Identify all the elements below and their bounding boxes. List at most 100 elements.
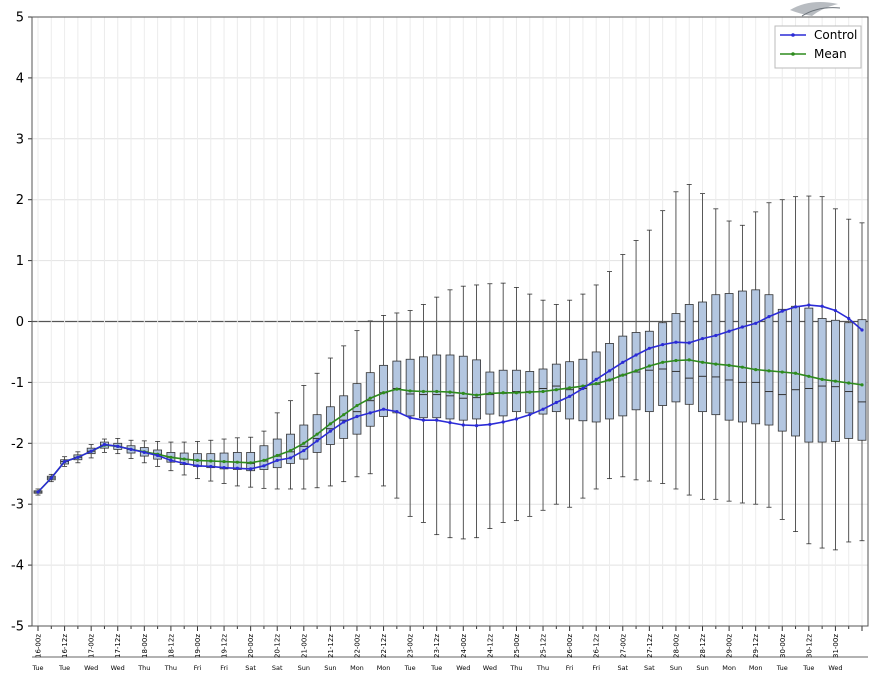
box <box>671 313 681 403</box>
box <box>392 360 402 414</box>
box-plot <box>339 345 349 483</box>
x-tick-label: 21-12z <box>327 634 335 658</box>
box <box>644 330 654 413</box>
day-label: Fri <box>194 664 202 672</box>
legend-label-control: Control <box>814 28 857 42</box>
legend-marker-control <box>791 33 795 37</box>
x-tick-label: 29-12z <box>752 634 760 658</box>
series-point-mean <box>714 362 718 366</box>
box <box>325 406 335 445</box>
y-tick-label: -4 <box>11 559 24 574</box>
series-point-mean <box>461 391 465 395</box>
day-label: Tue <box>430 664 442 672</box>
box-plot <box>698 193 707 500</box>
x-tick-label: 31-00z <box>832 634 840 658</box>
x-tick-label: 16-12z <box>61 634 69 658</box>
series-point-mean <box>793 371 798 375</box>
x-tick-label: 25-00z <box>513 634 521 658</box>
series-point-control <box>249 467 253 471</box>
y-tick-label: 4 <box>16 71 24 86</box>
y-tick-label: -3 <box>11 498 24 513</box>
y-tick-label: -5 <box>11 620 24 635</box>
series-point-control <box>634 353 638 357</box>
series-point-control <box>116 444 120 448</box>
series-point-mean <box>860 383 864 387</box>
series-point-control <box>448 420 452 425</box>
box <box>711 294 721 416</box>
series-point-mean <box>222 459 226 464</box>
x-tick-label: 18-00z <box>141 634 149 658</box>
day-label: Fri <box>592 664 600 672</box>
day-label: Fri <box>566 664 574 672</box>
series-point-mean <box>501 391 505 395</box>
box <box>512 369 521 413</box>
series-point-mean <box>554 388 558 392</box>
x-tick-label: 29-00z <box>726 634 734 658</box>
legend-label-mean: Mean <box>814 47 847 61</box>
series-point-control <box>607 369 612 373</box>
box <box>791 305 800 437</box>
series-point-control <box>514 417 519 421</box>
series-point-control <box>182 461 186 465</box>
x-tick-label: 20-12z <box>274 634 282 658</box>
box <box>472 359 481 420</box>
box <box>458 355 468 421</box>
series-point-mean <box>528 390 532 394</box>
series-point-control <box>847 316 851 321</box>
series-point-mean <box>421 389 426 394</box>
x-tick-label: 17-00z <box>88 634 96 658</box>
x-tick-label: 22-00z <box>353 634 361 658</box>
series-point-mean <box>275 453 279 458</box>
series-point-mean <box>395 387 399 391</box>
box <box>591 351 601 423</box>
series-point-mean <box>820 377 824 381</box>
series-point-control <box>568 394 572 399</box>
series-point-control <box>554 400 558 405</box>
y-tick-label: 0 <box>16 315 24 330</box>
series-point-mean <box>195 458 200 462</box>
series-point-control <box>594 377 598 381</box>
series-point-mean <box>381 391 386 395</box>
box <box>259 445 269 470</box>
box <box>551 363 561 413</box>
box-plot <box>857 222 867 542</box>
series-point-mean <box>807 374 811 378</box>
series-point-mean <box>634 369 638 373</box>
series-point-control <box>488 422 492 427</box>
box-plot <box>405 310 415 517</box>
series-point-mean <box>288 449 293 453</box>
day-label: Tue <box>58 664 70 672</box>
box <box>658 322 668 406</box>
day-label: Wed <box>828 664 842 672</box>
series-point-control <box>674 340 678 344</box>
series-point-control <box>727 329 731 333</box>
series-point-control <box>581 386 585 391</box>
box-plot <box>352 330 362 478</box>
box <box>698 301 707 413</box>
y-tick-label: -1 <box>11 376 24 391</box>
series-point-control <box>209 464 213 469</box>
day-label: Mon <box>722 664 736 672</box>
series-point-control <box>156 453 160 458</box>
day-label: Sun <box>324 664 336 672</box>
legend-marker-mean <box>791 52 795 56</box>
box <box>445 354 455 420</box>
series-point-mean <box>408 389 412 393</box>
series-point-mean <box>607 378 612 382</box>
series-point-control <box>302 449 306 453</box>
day-label: Thu <box>509 664 522 672</box>
series-point-control <box>661 343 665 347</box>
day-label: Mon <box>749 664 763 672</box>
box <box>272 438 282 469</box>
x-tick-label: 25-12z <box>540 634 548 658</box>
box-plot <box>644 229 654 482</box>
series-point-control <box>501 420 505 424</box>
series-point-control <box>780 309 784 313</box>
box-plot <box>551 304 561 505</box>
y-tick-label: 5 <box>16 11 24 26</box>
series-point-mean <box>474 393 479 397</box>
day-label: Thu <box>536 664 549 672</box>
series-point-mean <box>621 373 625 377</box>
series-point-control <box>235 466 239 470</box>
series-point-mean <box>235 460 239 464</box>
